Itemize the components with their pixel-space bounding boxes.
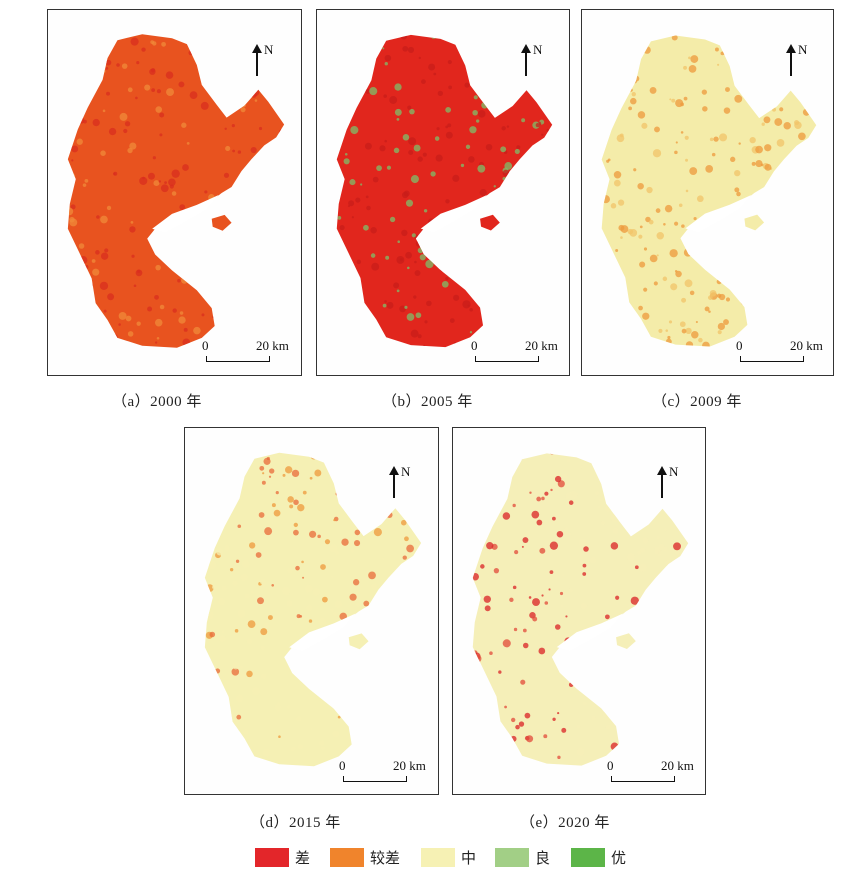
north-arrow: N (657, 464, 688, 504)
land-area (601, 35, 817, 347)
region-map-2000 (67, 34, 285, 348)
legend-swatch (421, 848, 455, 867)
bay-water (685, 194, 752, 233)
island (616, 633, 636, 650)
island (211, 214, 232, 231)
region-map-2020 (472, 453, 689, 766)
region-map-2009 (601, 35, 817, 347)
island (348, 633, 369, 650)
bay-water (289, 613, 356, 652)
bay-water (152, 194, 219, 233)
caption-2009: （c）2009 年 (652, 394, 742, 410)
legend-label: 中 (461, 849, 477, 867)
caption-2015: （d）2015 年 (250, 815, 341, 831)
bay-water (420, 194, 487, 233)
legend-label: 较差 (370, 849, 401, 867)
land-area (472, 453, 689, 766)
scale-bar: 0 20 km (732, 338, 842, 368)
land-area (67, 34, 285, 348)
caption-2020: （e）2020 年 (520, 815, 610, 831)
caption-2000: （a）2000 年 (112, 394, 202, 410)
map-panel-2000: N 0 20 km (47, 9, 302, 376)
legend-label: 优 (611, 849, 627, 867)
island (744, 214, 765, 231)
legend-swatch (495, 848, 529, 867)
map-panel-2005: N 0 20 km (316, 9, 570, 376)
map-panel-2015: N 0 20 km (184, 427, 439, 795)
north-arrow: N (521, 42, 552, 82)
legend-swatch (330, 848, 364, 867)
land-area (204, 452, 422, 767)
north-arrow: N (389, 464, 420, 504)
north-arrow: N (786, 42, 817, 82)
region-map-2015 (204, 452, 422, 767)
bay-water (556, 613, 623, 652)
land-area (336, 34, 553, 348)
north-arrow: N (252, 42, 283, 82)
legend-label: 良 (535, 849, 551, 867)
legend-label: 差 (295, 849, 311, 867)
map-panel-2020: N 0 20 km (452, 427, 706, 795)
legend-swatch (255, 848, 289, 867)
legend-swatch (571, 848, 605, 867)
scale-bar: 0 20 km (198, 338, 308, 368)
region-map-2005 (336, 34, 553, 348)
scale-bar: 0 20 km (467, 338, 577, 368)
scale-bar: 0 20 km (335, 758, 445, 788)
island (480, 214, 500, 231)
caption-2005: （b）2005 年 (382, 394, 473, 410)
map-panel-2009: N 0 20 km (581, 9, 834, 376)
scale-bar: 0 20 km (603, 758, 713, 788)
